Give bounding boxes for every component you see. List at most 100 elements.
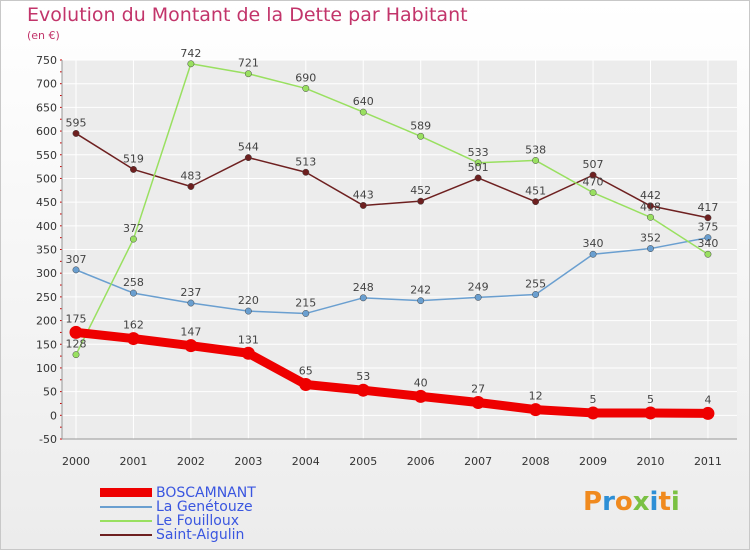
data-point: [72, 351, 80, 359]
logo-letter: i: [670, 487, 680, 517]
y-tick-label: 100: [36, 362, 57, 375]
legend-swatch: [100, 534, 152, 536]
legend-label: Le Fouilloux: [156, 513, 240, 529]
x-tick-label: 2008: [522, 455, 550, 468]
y-tick-label: 600: [36, 125, 57, 138]
data-point: [647, 245, 654, 253]
data-point: [474, 293, 482, 301]
y-tick-label: 400: [36, 220, 57, 233]
data-point: [589, 171, 597, 179]
data-point: [130, 235, 137, 243]
data-label: 538: [525, 143, 546, 156]
data-point: [529, 403, 543, 417]
data-point: [302, 84, 310, 92]
data-label: 375: [697, 221, 718, 234]
data-label: 451: [525, 185, 546, 198]
data-point: [701, 406, 715, 420]
data-label: 249: [468, 280, 489, 293]
data-label: 307: [66, 253, 87, 266]
data-point: [532, 291, 540, 298]
data-label: 417: [697, 201, 718, 214]
data-label: 519: [123, 152, 144, 165]
x-tick-label: 2003: [234, 455, 262, 468]
y-tick-label: -50: [39, 433, 57, 446]
x-tick-label: 2007: [464, 455, 492, 468]
x-tick-label: 2006: [407, 455, 435, 468]
data-point: [704, 250, 712, 258]
data-point: [359, 201, 367, 209]
data-label: 418: [640, 200, 661, 213]
data-label: 242: [410, 284, 431, 297]
data-label: 340: [583, 237, 604, 250]
data-label: 640: [353, 95, 374, 108]
logo-letter: r: [602, 487, 615, 517]
data-label: 690: [295, 71, 316, 84]
data-label: 589: [410, 119, 431, 132]
data-label: 220: [238, 294, 259, 307]
data-label: 147: [180, 326, 201, 339]
data-label: 4: [704, 393, 711, 406]
data-point: [589, 250, 597, 258]
data-label: 162: [123, 319, 144, 332]
y-tick-label: 550: [36, 149, 57, 162]
data-label: 258: [123, 276, 144, 289]
series-line-saint-aigulin: [75, 132, 709, 219]
data-point: [589, 189, 597, 197]
x-tick-label: 2004: [292, 455, 320, 468]
chart-unit: (en €): [27, 29, 60, 42]
data-point: [644, 406, 657, 420]
data-label: 12: [529, 390, 543, 403]
series-line-la-gen-touze: [75, 236, 709, 315]
data-point: [184, 339, 198, 353]
legend-label: La Genétouze: [156, 499, 253, 515]
legend-label: Saint-Aigulin: [156, 527, 245, 543]
y-tick-label: 0: [50, 409, 57, 422]
data-label: 53: [356, 370, 370, 383]
data-label: 5: [590, 393, 597, 406]
data-label: 507: [583, 158, 604, 171]
data-label: 721: [238, 57, 259, 70]
y-tick-label: 50: [43, 386, 57, 399]
data-point: [647, 202, 654, 210]
data-point: [417, 132, 425, 140]
data-point: [417, 297, 425, 305]
legend-swatch: [100, 520, 152, 522]
data-point: [647, 213, 654, 221]
data-label: 255: [525, 278, 546, 291]
legend-label: BOSCAMNANT: [156, 485, 256, 501]
legend-swatch: [100, 488, 152, 497]
chart-title: Evolution du Montant de la Dette par Hab…: [27, 4, 468, 26]
data-point: [474, 159, 482, 167]
data-point: [187, 183, 195, 190]
data-point: [126, 332, 140, 346]
data-point: [187, 299, 195, 307]
legend-swatch: [100, 506, 152, 508]
data-point: [704, 234, 712, 242]
data-point: [244, 307, 252, 315]
y-tick-label: 650: [36, 101, 57, 114]
data-point: [359, 108, 367, 116]
data-label: 131: [238, 333, 259, 346]
x-tick-label: 2009: [579, 455, 607, 468]
data-point: [532, 198, 540, 206]
data-point: [69, 325, 83, 339]
y-tick-label: 250: [36, 291, 57, 304]
data-label: 544: [238, 141, 259, 154]
data-label: 470: [583, 176, 604, 189]
x-tick-label: 2000: [62, 455, 90, 468]
logo-letter: P: [583, 487, 603, 517]
data-label: 595: [66, 116, 87, 129]
y-tick-label: 750: [36, 54, 57, 67]
data-point: [187, 60, 195, 68]
x-tick-label: 2002: [177, 455, 205, 468]
x-tick-label: 2001: [119, 455, 147, 468]
y-tick-label: 150: [36, 338, 57, 351]
x-tick-label: 2011: [694, 455, 722, 468]
data-label: 483: [180, 169, 201, 182]
data-point: [241, 346, 255, 360]
data-point: [414, 389, 428, 403]
data-point: [299, 378, 313, 392]
data-label: 442: [640, 189, 661, 202]
data-point: [130, 165, 137, 173]
